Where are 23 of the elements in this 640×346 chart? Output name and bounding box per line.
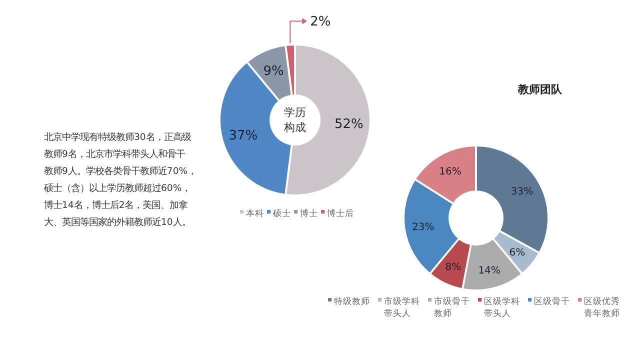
chart-title: 教师团队 [517, 83, 563, 96]
data-label: 23% [412, 222, 434, 233]
legend-label: 区级优秀青年教师 [584, 296, 620, 319]
text: 北京中学现有特级教师30名，正高级教师9名，北京市学科带头人和骨干教师9人。学校各类骨干教师近70%，硕士（含）以上学历教师超过60%，博士14名，博士后2名，美国、加拿大、英国等国家的外籍教师近10人。 [43, 132, 197, 228]
data-label: 14% [478, 265, 500, 276]
legend-label: 特级教师 [334, 296, 370, 307]
legend-label: 市级学科带头人 [384, 296, 420, 319]
legend-label: 硕士 [272, 208, 291, 219]
data-label: 37% [228, 128, 258, 144]
data-label: 16% [439, 166, 462, 178]
legend-label: 本科 [246, 208, 264, 219]
legend-label: 区级骨干 [534, 296, 570, 307]
text: 学历构成 [283, 106, 306, 134]
data-label: 9% [263, 64, 284, 79]
legend-label: 博士 [300, 208, 318, 219]
data-label: 2% [310, 14, 331, 30]
data-label: 6% [509, 248, 526, 259]
legend-label: 区级学科带头人 [484, 296, 520, 319]
data-label: 33% [510, 186, 534, 198]
data-label: 8% [445, 262, 462, 273]
legend-label: 博士后 [327, 208, 354, 219]
data-label: 52% [334, 116, 364, 132]
legend-label: 市级骨干教师 [434, 296, 470, 319]
